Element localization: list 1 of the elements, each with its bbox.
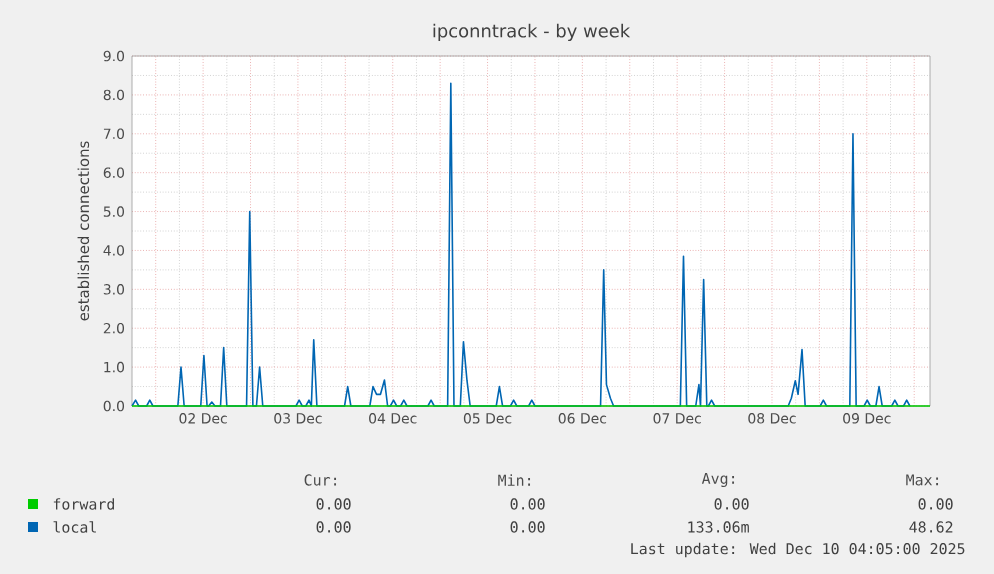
chart-title: ipconntrack - by week — [433, 23, 631, 42]
